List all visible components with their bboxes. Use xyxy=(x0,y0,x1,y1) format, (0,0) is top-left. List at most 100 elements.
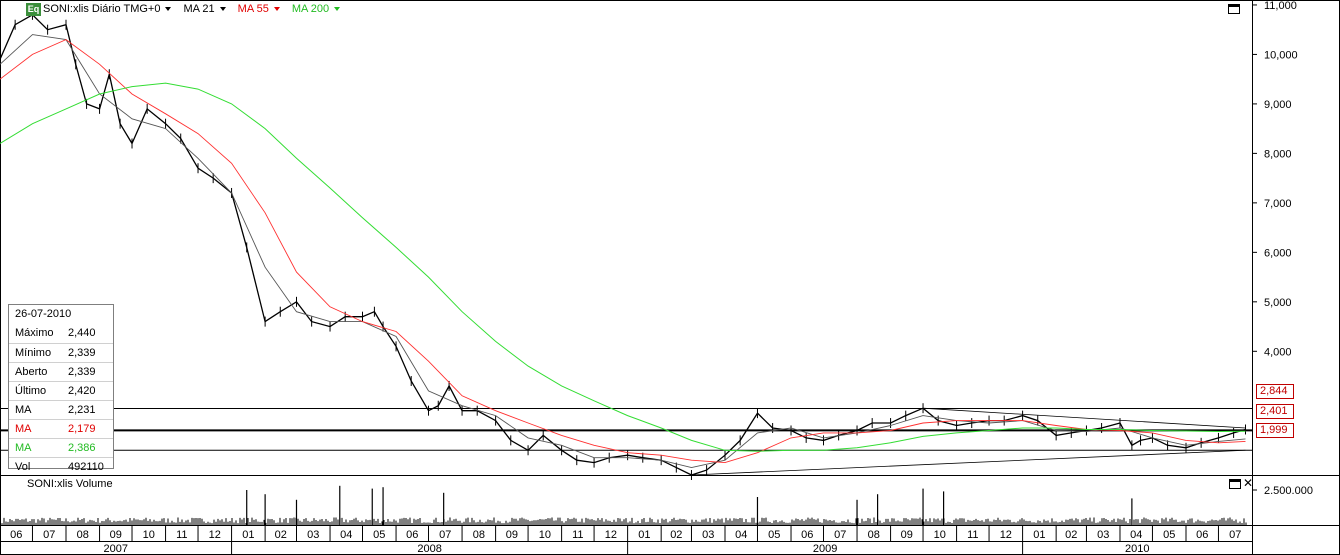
info-label: MA xyxy=(15,423,32,435)
month-label: 08 xyxy=(473,529,485,541)
month-label: 08 xyxy=(868,529,880,541)
level-badge-lower: 1,999 xyxy=(1256,423,1294,438)
dropdown-arrow-icon xyxy=(219,7,226,11)
maximize-volume-icon[interactable] xyxy=(1229,479,1241,489)
series-line-1 xyxy=(0,34,1246,469)
series-line-0 xyxy=(0,13,1246,476)
level-badge-upper: 2,844 xyxy=(1256,384,1294,399)
dropdown-arrow-icon xyxy=(334,7,341,11)
info-value: 2,440 xyxy=(68,327,96,339)
info-row: MA 2,231 xyxy=(9,400,113,420)
month-label: 01 xyxy=(242,529,254,541)
month-label: 04 xyxy=(1130,529,1142,541)
info-label: MA xyxy=(15,442,32,454)
month-label: 07 xyxy=(834,529,846,541)
month-label: 05 xyxy=(373,529,385,541)
month-label: 06 xyxy=(801,529,813,541)
y-tick-label: 6,000 xyxy=(1264,247,1292,259)
ma55-label: MA 55 xyxy=(237,3,269,15)
info-row: Aberto 2,339 xyxy=(9,362,113,382)
y-tick-label: 8,000 xyxy=(1264,148,1292,160)
month-label: 11 xyxy=(967,529,978,541)
month-label: 12 xyxy=(605,529,617,541)
info-row: MA 2,386 xyxy=(9,438,113,458)
series-line-3 xyxy=(0,82,1246,452)
symbol-selector[interactable]: SONI:xlis Diário TMG+0 xyxy=(43,3,172,15)
info-label: Vol xyxy=(15,461,31,473)
month-label: 01 xyxy=(1033,529,1045,541)
chart-toolbar: SONI:xlis Diário TMG+0 MA 21 MA 55 MA 20… xyxy=(43,3,341,15)
series-line-2 xyxy=(0,39,1246,464)
month-label: 12 xyxy=(1000,529,1012,541)
ma200-selector[interactable]: MA 200 xyxy=(291,3,341,15)
month-label: 09 xyxy=(901,529,913,541)
month-label: 03 xyxy=(1097,529,1109,541)
month-label: 09 xyxy=(506,529,518,541)
month-label: 06 xyxy=(406,529,418,541)
info-date: 26-07-2010 xyxy=(15,308,72,320)
y-tick-label: 4,000 xyxy=(1264,346,1292,358)
year-label: 2010 xyxy=(1125,543,1149,555)
info-value: 2,179 xyxy=(68,423,96,435)
month-label: 05 xyxy=(768,529,780,541)
info-row: Vol 492110 xyxy=(9,457,113,477)
info-row: Mínimo 2,339 xyxy=(9,343,113,363)
equity-badge: Eq xyxy=(26,3,41,16)
info-label: Aberto xyxy=(15,366,48,378)
info-row: MA 2,179 xyxy=(9,419,113,439)
y-tick-label: 7,000 xyxy=(1264,198,1292,210)
month-label: 10 xyxy=(539,529,551,541)
info-value: 2,339 xyxy=(68,347,96,359)
info-row: Máximo 2,440 xyxy=(9,324,113,343)
ma55-selector[interactable]: MA 55 xyxy=(238,3,280,15)
month-label: 02 xyxy=(670,529,682,541)
symbol-label: SONI:xlis Diário TMG+0 xyxy=(43,3,161,15)
info-value: 492110 xyxy=(68,461,104,473)
month-label: 09 xyxy=(110,529,122,541)
month-label: 06 xyxy=(1196,529,1208,541)
info-date-row: 26-07-2010 xyxy=(9,305,113,324)
month-label: 06 xyxy=(10,529,22,541)
month-label: 10 xyxy=(934,529,946,541)
month-label: 07 xyxy=(43,529,55,541)
month-label: 07 xyxy=(1229,529,1241,541)
y-tick-label: 11,000 xyxy=(1264,0,1297,12)
info-label: Mínimo xyxy=(15,347,52,359)
y-tick-label: 9,000 xyxy=(1264,99,1292,111)
level-badge-current: 2,401 xyxy=(1256,404,1294,419)
month-label: 01 xyxy=(638,529,650,541)
month-label: 04 xyxy=(340,529,352,541)
ma21-selector[interactable]: MA 21 xyxy=(183,3,226,15)
trendline xyxy=(923,407,1246,429)
info-label: Máximo xyxy=(15,327,54,339)
y-tick-label: 5,000 xyxy=(1264,297,1292,309)
year-label: 2007 xyxy=(104,543,128,555)
maximize-panel-icon[interactable] xyxy=(1228,4,1240,14)
info-label: Último xyxy=(15,385,47,397)
volume-panel-title: SONI:xlis Volume xyxy=(27,478,113,490)
year-label: 2008 xyxy=(417,543,441,555)
ma21-label: MA 21 xyxy=(183,3,215,15)
month-label: 03 xyxy=(702,529,714,541)
month-label: 08 xyxy=(77,529,89,541)
month-label: 05 xyxy=(1163,529,1175,541)
dropdown-arrow-icon xyxy=(165,7,172,11)
info-row: Último 2,420 xyxy=(9,381,113,401)
month-label: 02 xyxy=(275,529,287,541)
month-label: 04 xyxy=(735,529,747,541)
month-label: 11 xyxy=(572,529,583,541)
info-label: MA xyxy=(15,404,32,416)
info-value: 2,386 xyxy=(68,442,96,454)
data-window: 26-07-2010 Máximo 2,440 Mínimo 2,339 Aberto 2… xyxy=(8,304,114,473)
ma200-label: MA 200 xyxy=(291,3,330,15)
month-label: 03 xyxy=(307,529,319,541)
year-label: 2009 xyxy=(813,543,837,555)
month-label: 12 xyxy=(209,529,221,541)
month-label: 02 xyxy=(1065,529,1077,541)
close-volume-icon[interactable]: ✕ xyxy=(1243,476,1254,490)
info-value: 2,420 xyxy=(68,385,96,397)
month-label: 11 xyxy=(176,529,187,541)
